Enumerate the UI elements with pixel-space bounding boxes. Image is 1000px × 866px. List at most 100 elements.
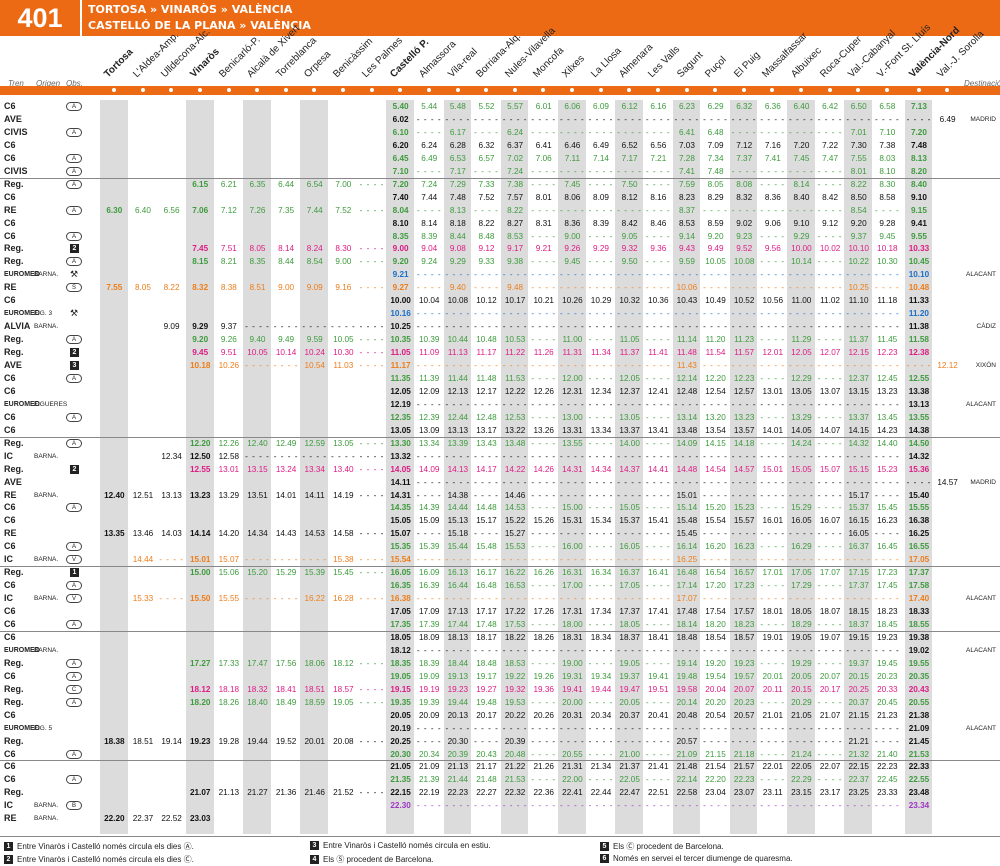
time-cell: 7.06 — [192, 205, 209, 215]
time-cell: 20.15 — [791, 684, 812, 694]
time-cell: 8.14 — [793, 179, 810, 189]
no-stop-cell: - - - - — [445, 322, 471, 332]
no-stop-cell: - - - - — [560, 723, 585, 733]
no-stop-cell: - - - - — [416, 127, 442, 137]
no-stop-cell: - - - - — [817, 503, 843, 513]
time-cell: 17.48 — [676, 607, 698, 617]
no-stop-cell: - - - - — [617, 166, 642, 176]
no-stop-cell: - - - - — [817, 658, 843, 668]
time-cell: 13.26 — [533, 425, 555, 435]
table-row: Reg. A 17.27 17.33 17.47 17.56 18.06 18.12 - - -… — [0, 657, 1000, 670]
time-cell: 8.08 — [736, 179, 753, 189]
table-row: C6 A 6.45 6.49 6.53 6.57 7.02 7.06 7.11 7.14 7.17 7… — [0, 152, 1000, 165]
no-stop-cell: - - - - — [588, 697, 614, 707]
no-stop-cell: - - - - — [359, 594, 385, 604]
no-stop-cell: - - - - — [330, 451, 356, 461]
station-dot — [455, 88, 460, 92]
no-stop-cell: - - - - — [789, 166, 814, 176]
table-row: EUROMED FIG. 3 ⚒ 10.16- - - -- - - -- - - -… — [0, 307, 1000, 320]
time-cell: 8.13 — [910, 153, 927, 163]
time-cell: 13.05 — [791, 386, 812, 396]
time-cell: 14.31 — [390, 490, 411, 500]
time-cell: 20.11 — [762, 684, 783, 694]
time-cell: 18.53 — [504, 658, 526, 668]
time-cell: 12.29 — [791, 373, 812, 383]
no-stop-cell: - - - - — [789, 361, 814, 370]
no-stop-cell: - - - - — [731, 477, 757, 487]
time-cell: 17.27 — [189, 658, 211, 668]
no-stop-cell: - - - - — [588, 127, 614, 137]
no-stop-cell: - - - - — [703, 361, 728, 370]
time-cell: 10.48 — [908, 283, 930, 293]
time-cell: 9.29 — [793, 231, 810, 241]
time-cell: 22.15 — [390, 788, 411, 798]
time-cell: 22.52 — [161, 814, 182, 824]
train-origin: BARNA. — [34, 556, 59, 564]
time-cell: 19.41 — [562, 684, 583, 694]
time-cell: 19.05 — [390, 671, 411, 681]
time-cell: 12.20 — [705, 373, 726, 383]
no-stop-cell: - - - - — [817, 736, 843, 746]
observation-badge: A — [66, 412, 82, 422]
time-cell: 7.45 — [564, 179, 581, 189]
time-cell: 7.09 — [707, 140, 724, 150]
time-cell: 14.38 — [908, 425, 930, 435]
no-stop-cell: - - - - — [789, 736, 814, 746]
time-cell: 16.25 — [676, 555, 698, 565]
time-cell: 10.53 — [504, 335, 526, 345]
time-cell: 6.54 — [306, 179, 323, 189]
no-stop-cell: - - - - — [645, 581, 671, 591]
time-cell: 18.34 — [590, 632, 612, 642]
no-stop-cell: - - - - — [531, 503, 557, 513]
time-cell: 7.55 — [850, 153, 867, 163]
train-type: C6 — [4, 748, 16, 759]
no-stop-cell: - - - - — [560, 594, 585, 604]
no-stop-cell: - - - - — [645, 451, 671, 461]
no-stop-cell: - - - - — [703, 801, 728, 811]
time-cell: 8.13 — [449, 205, 466, 215]
time-cell: 21.05 — [390, 762, 411, 772]
time-cell: 8.35 — [392, 231, 409, 241]
time-cell: 7.20 — [793, 140, 810, 150]
no-stop-cell: - - - - — [817, 309, 843, 319]
time-cell: 7.29 — [449, 179, 466, 189]
time-cell: 7.10 — [392, 166, 409, 176]
no-stop-cell: - - - - — [416, 166, 442, 176]
table-row: C6 18.05 18.09 18.13 18.17 18.22 18.26 18.31 18.… — [0, 631, 1000, 644]
time-cell: 19.55 — [908, 658, 930, 668]
time-cell: 14.05 — [390, 464, 411, 474]
time-cell: 19.44 — [447, 697, 469, 707]
no-stop-cell: - - - - — [703, 477, 728, 487]
no-stop-cell: - - - - — [617, 555, 642, 565]
time-cell: 7.14 — [593, 153, 609, 163]
time-cell: 21.09 — [908, 723, 930, 733]
no-stop-cell: - - - - — [645, 477, 671, 487]
time-cell: 12.14 — [676, 373, 698, 383]
time-cell: 11.23 — [734, 335, 755, 345]
no-stop-cell: - - - - — [531, 620, 557, 629]
time-cell: 11.05 — [619, 335, 640, 345]
time-cell: 9.41 — [910, 218, 927, 228]
row-divider — [0, 630, 1000, 632]
footnote-text: Els Ⓢ procedent de Barcelona. — [323, 855, 434, 864]
no-stop-cell: - - - - — [273, 555, 299, 565]
time-cell: 19.44 — [590, 684, 612, 694]
time-cell: 14.34 — [590, 464, 612, 474]
train-type: Reg. — [4, 347, 24, 358]
no-stop-cell: - - - - — [645, 179, 671, 189]
time-cell: 16.53 — [504, 581, 526, 591]
time-cell: 16.01 — [762, 516, 784, 526]
station-dot — [197, 88, 202, 92]
time-cell: 6.49 — [593, 140, 609, 150]
footnote-text: Els Ⓒ procedent de Barcelona. — [613, 842, 724, 851]
time-cell: 21.15 — [705, 749, 726, 759]
origen-label: Origen — [36, 79, 61, 88]
time-cell: 20.34 — [590, 710, 612, 720]
time-cell: 8.38 — [220, 283, 237, 293]
no-stop-cell: - - - - — [789, 801, 814, 811]
train-destination: MADRID — [970, 115, 996, 123]
time-cell: 8.40 — [910, 179, 927, 189]
no-stop-cell: - - - - — [416, 361, 442, 370]
no-stop-cell: - - - - — [531, 749, 557, 759]
time-cell: 9.06 — [764, 218, 781, 228]
